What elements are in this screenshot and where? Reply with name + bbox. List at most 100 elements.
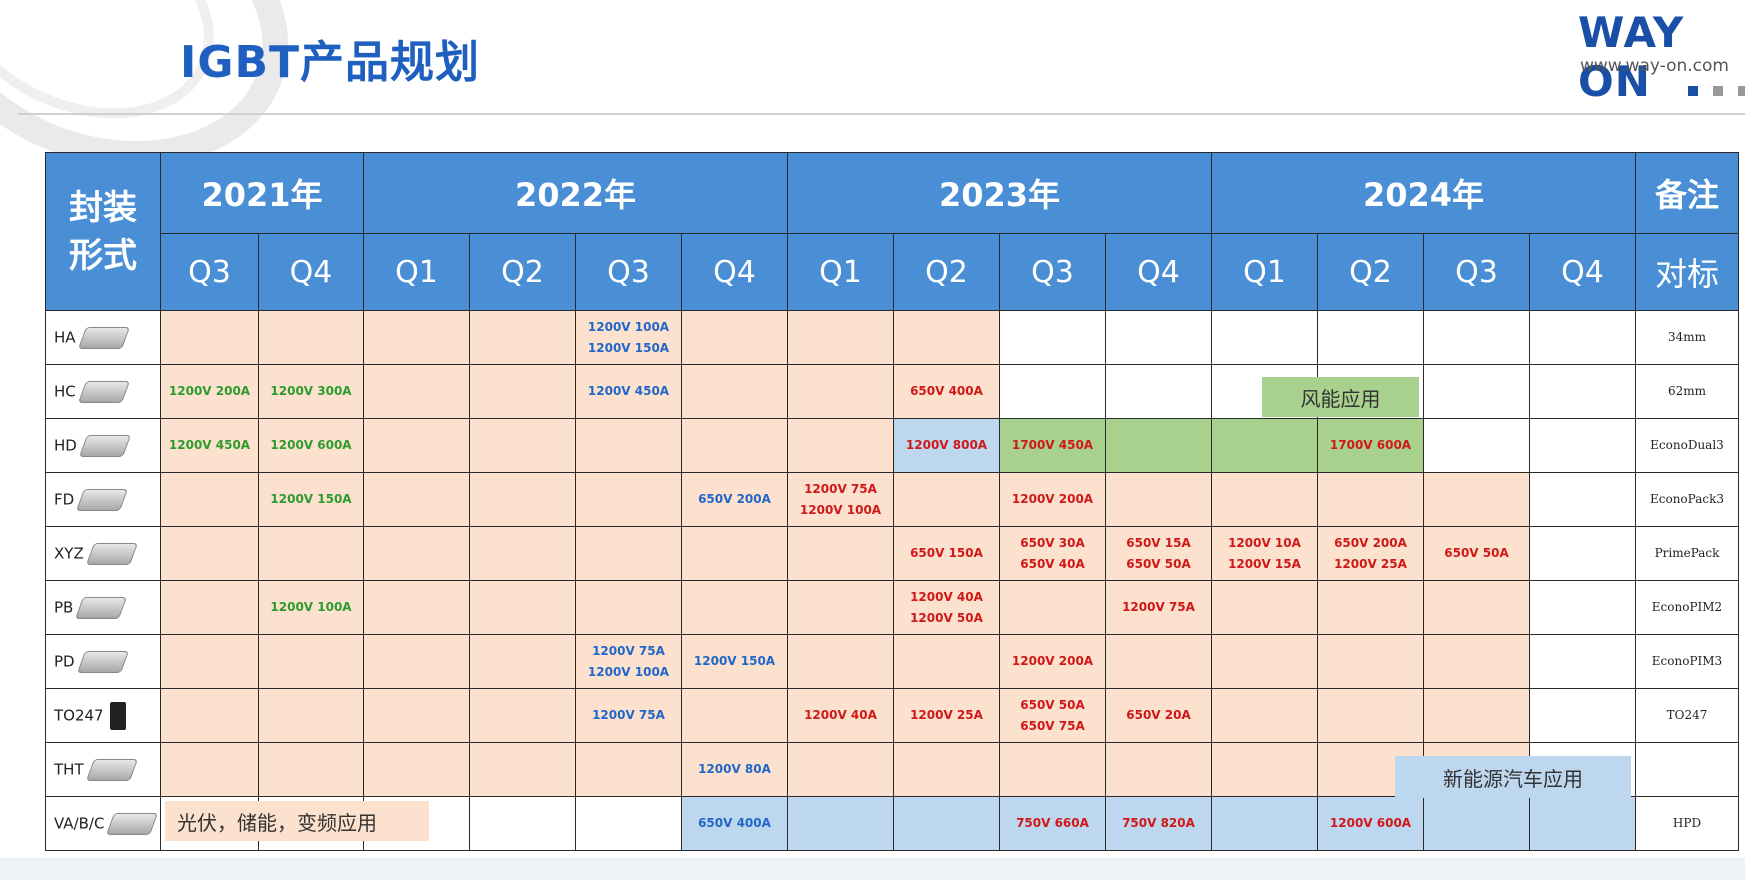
roadmap-cell: 1200V 600A: [258, 418, 364, 473]
roadmap-cell: [160, 310, 259, 365]
roadmap-cell: [469, 796, 576, 851]
roadmap-cell: [469, 580, 576, 635]
year-header: 2021年: [160, 152, 364, 234]
roadmap-cell: 1200V 100A 1200V 150A: [575, 310, 682, 365]
roadmap-cell: [160, 472, 259, 527]
roadmap-cell: [1211, 634, 1318, 689]
roadmap-cell: [363, 526, 470, 581]
quarter-header: Q4: [258, 233, 364, 311]
roadmap-cell: [681, 364, 788, 419]
roadmap-cell: [681, 310, 788, 365]
roadmap-cell: [363, 742, 470, 797]
roadmap-cell: [160, 526, 259, 581]
quarter-header: Q4: [681, 233, 788, 311]
roadmap-cell: [160, 688, 259, 743]
package-name: PD: [54, 652, 75, 670]
roadmap-cell: [787, 418, 894, 473]
header-divider: [18, 113, 1745, 115]
roadmap-cell: [258, 310, 364, 365]
package-cell: VA/B/C: [45, 796, 161, 851]
package-cell: HC: [45, 364, 161, 419]
package-name: PB: [54, 598, 74, 616]
quarter-header: Q1: [363, 233, 470, 311]
quarter-header: Q4: [1529, 233, 1636, 311]
quarter-header: Q2: [1317, 233, 1424, 311]
roadmap-cell: [1423, 580, 1530, 635]
table-row: PD 1200V 75A 1200V 100A 1200V 150A 1200V 20…: [45, 634, 1739, 689]
igbt-roadmap-table: 封装 形式 2021年 2022年 2023年 2024年 备注 Q3 Q4 Q1 Q…: [45, 152, 1739, 851]
roadmap-cell: [363, 580, 470, 635]
roadmap-cell: [160, 742, 259, 797]
package-image: [76, 488, 129, 511]
roadmap-cell: [1211, 580, 1318, 635]
roadmap-cell: [893, 472, 1000, 527]
package-image: [85, 542, 138, 565]
roadmap-cell: [1211, 310, 1318, 365]
roadmap-cell: [160, 634, 259, 689]
roadmap-cell: [575, 796, 682, 851]
roadmap-cell: 1200V 200A: [999, 634, 1106, 689]
year-header: 2024年: [1211, 152, 1636, 234]
roadmap-cell: [363, 688, 470, 743]
roadmap-cell: [999, 742, 1106, 797]
roadmap-cell: 1200V 600A: [1317, 796, 1424, 851]
roadmap-cell: 1200V 200A: [160, 364, 259, 419]
roadmap-cell: [258, 688, 364, 743]
ev-application-label: 新能源汽车应用: [1395, 756, 1631, 798]
package-image: [76, 650, 129, 673]
package-image: [77, 380, 130, 403]
roadmap-cell: 1700V 600A: [1317, 418, 1424, 473]
roadmap-cell: 650V 50A 650V 75A: [999, 688, 1106, 743]
quarter-header: Q4: [1105, 233, 1212, 311]
roadmap-cell: [1105, 742, 1212, 797]
roadmap-cell: 1200V 150A: [258, 472, 364, 527]
roadmap-cell: [893, 796, 1000, 851]
roadmap-cell: [787, 796, 894, 851]
roadmap-cell: [258, 742, 364, 797]
note-header: 备注: [1635, 152, 1739, 234]
roadmap-cell: [1529, 688, 1636, 743]
roadmap-cell: 1200V 25A: [893, 688, 1000, 743]
roadmap-cell: [1423, 310, 1530, 365]
roadmap-cell: [160, 580, 259, 635]
table-row: TO247 1200V 75A 1200V 40A 1200V 25A 650V 50A…: [45, 688, 1739, 743]
roadmap-cell: [363, 310, 470, 365]
roadmap-cell: [1317, 472, 1424, 527]
roadmap-cell: 1200V 450A: [575, 364, 682, 419]
roadmap-cell: [1317, 688, 1424, 743]
package-cell: THT: [45, 742, 161, 797]
roadmap-cell: 1200V 75A 1200V 100A: [575, 634, 682, 689]
package-image: [77, 326, 130, 349]
roadmap-cell: [469, 472, 576, 527]
quarter-header: Q3: [575, 233, 682, 311]
roadmap-cell: 1200V 100A: [258, 580, 364, 635]
roadmap-cell: [1529, 418, 1636, 473]
roadmap-cell: [575, 472, 682, 527]
roadmap-cell: 650V 200A: [681, 472, 788, 527]
roadmap-cell: [1211, 418, 1318, 473]
quarter-header: Q3: [999, 233, 1106, 311]
roadmap-cell: [1423, 364, 1530, 419]
roadmap-cell: [1529, 364, 1636, 419]
roadmap-cell: [681, 418, 788, 473]
roadmap-cell: [787, 634, 894, 689]
roadmap-cell: [1423, 796, 1530, 851]
roadmap-cell: [1105, 472, 1212, 527]
roadmap-cell: [1317, 310, 1424, 365]
package-cell: PB: [45, 580, 161, 635]
benchmark-cell: EconoDual3: [1635, 418, 1739, 473]
year-header: 2023年: [787, 152, 1212, 234]
roadmap-cell: [363, 634, 470, 689]
roadmap-cell: [575, 580, 682, 635]
roadmap-cell: [469, 634, 576, 689]
roadmap-cell: [469, 364, 576, 419]
roadmap-cell: [681, 580, 788, 635]
roadmap-cell: [893, 742, 1000, 797]
roadmap-cell: [363, 418, 470, 473]
roadmap-cell: [1423, 634, 1530, 689]
roadmap-cell: 1200V 80A: [681, 742, 788, 797]
roadmap-cell: 1200V 40A 1200V 50A: [893, 580, 1000, 635]
roadmap-cell: 650V 20A: [1105, 688, 1212, 743]
page-title: IGBT产品规划: [180, 37, 481, 88]
year-header: 2022年: [363, 152, 788, 234]
